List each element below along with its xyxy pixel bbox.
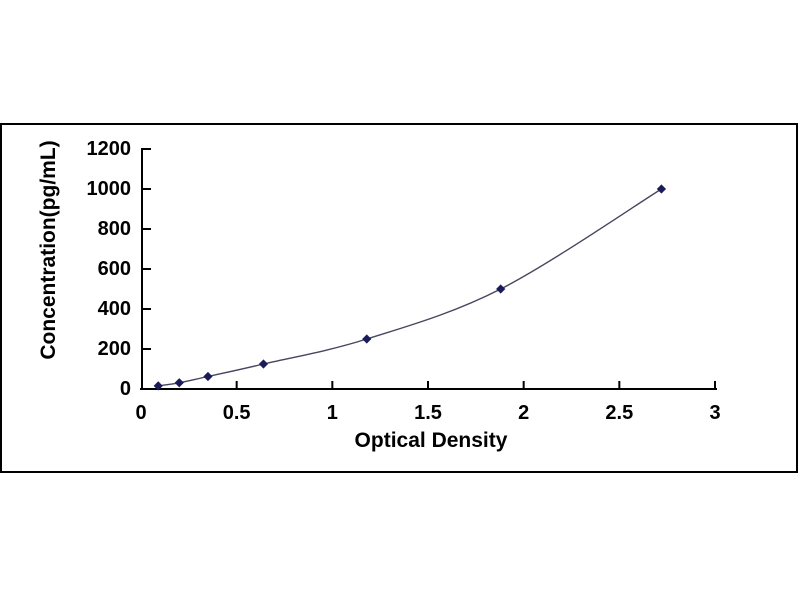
y-tick-label: 0 bbox=[119, 378, 131, 400]
y-tick-label: 600 bbox=[97, 258, 131, 280]
data-point-marker bbox=[362, 334, 372, 344]
data-point-marker bbox=[258, 359, 269, 369]
x-tick-label: 1.5 bbox=[414, 402, 442, 424]
y-tick-label: 1200 bbox=[86, 138, 132, 160]
y-axis-title: Concentration(pg/mL) bbox=[37, 140, 60, 360]
x-tick-label: 2.5 bbox=[605, 402, 634, 424]
x-tick-label: 3 bbox=[709, 402, 721, 424]
data-point-marker bbox=[153, 381, 163, 391]
y-tick-label: 200 bbox=[97, 338, 131, 360]
x-tick-label: 1 bbox=[326, 402, 338, 424]
y-tick-label: 1000 bbox=[86, 178, 132, 200]
x-tick-label: 2 bbox=[518, 402, 530, 424]
chart-border-frame bbox=[0, 123, 798, 473]
data-point-marker bbox=[496, 284, 506, 294]
y-tick-label: 800 bbox=[97, 218, 131, 240]
x-axis-title: Optical Density bbox=[354, 429, 508, 452]
data-point-marker bbox=[656, 184, 667, 194]
data-point-marker bbox=[174, 378, 184, 388]
series-line bbox=[158, 188, 662, 387]
data-point-marker bbox=[203, 371, 213, 382]
y-tick-label: 400 bbox=[97, 298, 131, 320]
x-tick-label: 0 bbox=[135, 402, 147, 424]
x-tick-label: 0.5 bbox=[222, 402, 251, 424]
